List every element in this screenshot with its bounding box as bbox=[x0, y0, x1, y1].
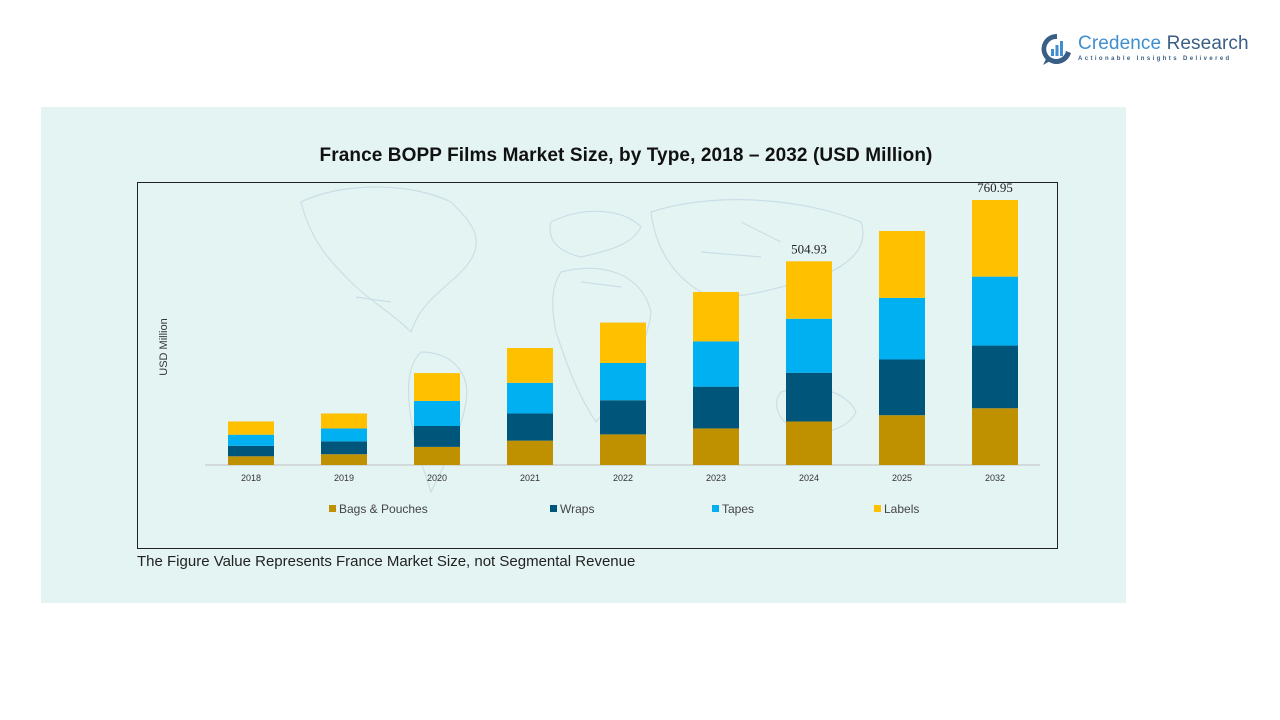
bar-tapes-2019 bbox=[321, 428, 367, 442]
bar-labels-2025 bbox=[879, 231, 925, 298]
bar-bags-pouches-2020 bbox=[414, 446, 460, 465]
bar-bags-pouches-2018 bbox=[228, 456, 274, 465]
x-tick-label-2020: 2020 bbox=[427, 473, 447, 483]
data-label-2024: 504.93 bbox=[791, 241, 827, 256]
x-tick-label-2021: 2021 bbox=[520, 473, 540, 483]
brand-name-part1: Credence bbox=[1078, 33, 1162, 54]
x-tick-label-2032: 2032 bbox=[985, 473, 1005, 483]
bar-wraps-2021 bbox=[507, 413, 553, 441]
credence-logo-icon bbox=[1041, 33, 1071, 65]
bar-tapes-2024 bbox=[786, 318, 832, 373]
bar-tapes-2022 bbox=[600, 362, 646, 401]
y-axis-label: USD Million bbox=[158, 318, 170, 375]
x-tick-label-2025: 2025 bbox=[892, 473, 912, 483]
legend-swatch-2 bbox=[712, 505, 719, 512]
legend-label-3: Labels bbox=[884, 502, 919, 516]
data-label-2032: 760.95 bbox=[977, 180, 1013, 195]
chart-title: France BOPP Films Market Size, by Type, … bbox=[319, 145, 933, 166]
bar-labels-2032 bbox=[972, 200, 1018, 277]
x-tick-label-2018: 2018 bbox=[241, 473, 261, 483]
x-tick-label-2023: 2023 bbox=[706, 473, 726, 483]
bar-tapes-2021 bbox=[507, 382, 553, 414]
x-tick-label-2024: 2024 bbox=[799, 473, 819, 483]
bar-bags-pouches-2019 bbox=[321, 454, 367, 465]
brand-tagline: Actionable Insights Delivered bbox=[1078, 56, 1232, 62]
bar-labels-2018 bbox=[228, 421, 274, 435]
bar-bags-pouches-2032 bbox=[972, 408, 1018, 465]
bar-bags-pouches-2024 bbox=[786, 421, 832, 465]
bar-bags-pouches-2023 bbox=[693, 428, 739, 465]
plot-frame bbox=[137, 182, 1058, 549]
legend-swatch-1 bbox=[550, 505, 557, 512]
legend-label-1: Wraps bbox=[560, 502, 594, 516]
chart-panel bbox=[41, 107, 1126, 603]
bar-tapes-2025 bbox=[879, 297, 925, 360]
bar-wraps-2018 bbox=[228, 445, 274, 457]
bar-bags-pouches-2021 bbox=[507, 440, 553, 465]
x-tick-label-2019: 2019 bbox=[334, 473, 354, 483]
bar-labels-2024 bbox=[786, 261, 832, 319]
brand-name: Credence Research bbox=[1078, 33, 1249, 55]
bar-tapes-2023 bbox=[693, 341, 739, 387]
bar-bags-pouches-2022 bbox=[600, 434, 646, 465]
legend-swatch-3 bbox=[874, 505, 881, 512]
bar-wraps-2032 bbox=[972, 345, 1018, 409]
bar-wraps-2024 bbox=[786, 372, 832, 422]
x-tick-label-2022: 2022 bbox=[613, 473, 633, 483]
bar-labels-2019 bbox=[321, 413, 367, 429]
brand-name-part2: Research bbox=[1161, 33, 1249, 54]
footnote: The Figure Value Represents France Marke… bbox=[137, 553, 636, 570]
bar-wraps-2025 bbox=[879, 359, 925, 416]
legend-label-0: Bags & Pouches bbox=[339, 502, 428, 516]
bar-labels-2021 bbox=[507, 348, 553, 383]
bar-labels-2023 bbox=[693, 291, 739, 342]
bar-tapes-2032 bbox=[972, 276, 1018, 346]
legend-swatch-0 bbox=[329, 505, 336, 512]
bar-wraps-2020 bbox=[414, 426, 460, 447]
bar-labels-2020 bbox=[414, 373, 460, 401]
bar-wraps-2022 bbox=[600, 400, 646, 435]
bar-labels-2022 bbox=[600, 322, 646, 363]
bar-wraps-2023 bbox=[693, 386, 739, 429]
bar-tapes-2020 bbox=[414, 400, 460, 427]
bar-tapes-2018 bbox=[228, 434, 274, 446]
bar-bags-pouches-2025 bbox=[879, 415, 925, 465]
bar-wraps-2019 bbox=[321, 441, 367, 455]
brand-logo: Credence Research Actionable Insights De… bbox=[1040, 32, 1255, 68]
legend-label-2: Tapes bbox=[722, 502, 754, 516]
